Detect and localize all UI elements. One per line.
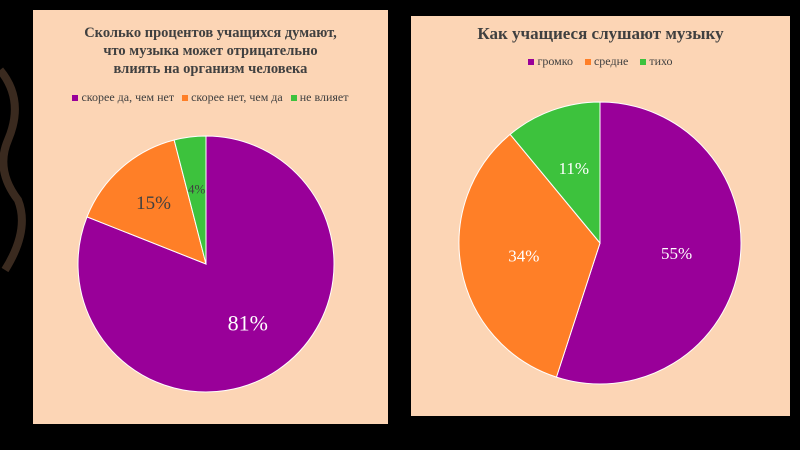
pie-chart: 55% 34% 11% (458, 101, 742, 385)
legend-item: скорее нет, чем да (182, 90, 283, 105)
pie-slice (86, 139, 207, 265)
legend-swatch (640, 58, 647, 65)
chart-panel-negative-influence: Сколько процентов учащихся думают, что м… (33, 10, 388, 424)
pie-slice (458, 133, 601, 378)
chart-title: Как учащиеся слушают музыку (477, 24, 724, 43)
chart-legend: громко средне тихо (411, 54, 790, 69)
chart-legend: скорее да, чем нет скорее нет, чем да не… (33, 90, 388, 105)
legend-item: средне (584, 54, 628, 69)
pie-chart: 81% 15% 4% (77, 135, 335, 393)
legend-swatch (182, 94, 189, 101)
legend-swatch (290, 94, 297, 101)
data-label: 15% (136, 193, 171, 214)
pie-slice (173, 135, 207, 265)
data-label: 11% (558, 159, 589, 178)
data-label: 55% (661, 244, 692, 263)
legend-swatch (584, 58, 591, 65)
decorative-ornament (0, 67, 26, 273)
pie-slice (509, 101, 601, 245)
data-label: 34% (508, 246, 539, 265)
legend-item: громко (528, 54, 573, 69)
data-label: 81% (228, 310, 268, 335)
pie-slice (555, 101, 742, 385)
legend-item: не влияет (290, 90, 349, 105)
legend-item: скорее да, чем нет (72, 90, 174, 105)
legend-item: тихо (640, 54, 673, 69)
legend-swatch (72, 94, 79, 101)
data-label: 4% (188, 181, 206, 196)
chart-panel-listening-volume: Как учащиеся слушают музыку громко средн… (411, 16, 790, 416)
chart-title: Сколько процентов учащихся думают, что м… (84, 25, 337, 77)
legend-swatch (528, 58, 535, 65)
